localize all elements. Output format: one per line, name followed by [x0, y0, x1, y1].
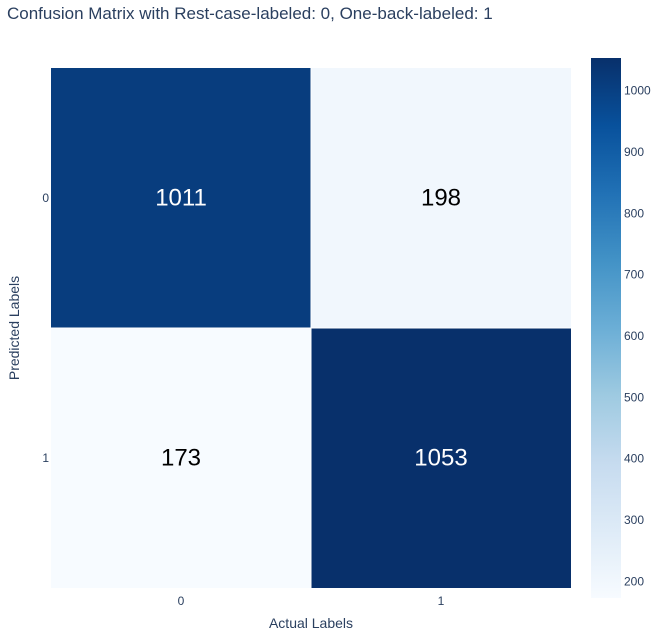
heatmap-cell-labels: 1011 198 173 1053	[155, 185, 468, 472]
colorbar-tick-label: 500	[624, 390, 644, 404]
x-tick-label: 0	[178, 594, 185, 608]
heatmap-cell-r1-c1	[311, 328, 571, 588]
y-tick-label: 0	[42, 191, 49, 205]
colorbar-tick-label: 1000	[624, 84, 651, 98]
x-axis-label: Actual Labels	[269, 615, 353, 631]
heatmap-cells	[51, 68, 571, 588]
heatmap-cell-r0-c0	[51, 68, 311, 328]
cell-value-label: 1011	[155, 185, 207, 212]
colorbar-tick-label: 600	[624, 329, 644, 343]
x-tick-label: 1	[438, 594, 445, 608]
y-axis-ticks: 01	[42, 191, 49, 465]
chart-title: Confusion Matrix with Rest-case-labeled:…	[7, 4, 493, 23]
colorbar-tick-label: 200	[624, 574, 644, 588]
cell-value-label: 1053	[414, 445, 467, 472]
y-tick-label: 1	[42, 451, 49, 465]
heatmap-cell-r0-c1	[311, 68, 571, 328]
colorbar-tick-label: 400	[624, 452, 644, 466]
colorbar-tick-label: 700	[624, 268, 644, 282]
colorbar-tick-label: 300	[624, 513, 644, 527]
colorbar-tick-label: 900	[624, 145, 644, 159]
heatmap-cell-r1-c0	[51, 328, 311, 588]
cell-value-label: 198	[421, 185, 461, 212]
y-axis-label: Predicted Labels	[6, 276, 22, 380]
colorbar-ticks: 200 300 400 500 600 700 800 900 1000	[624, 84, 651, 589]
colorbar	[591, 58, 621, 598]
cell-value-label: 173	[161, 445, 201, 472]
colorbar-tick-label: 800	[624, 206, 644, 220]
